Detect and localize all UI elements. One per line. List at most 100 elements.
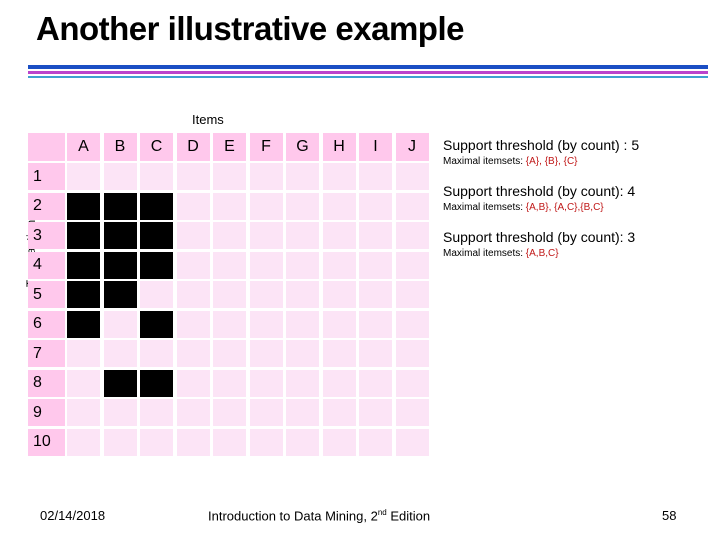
support-threshold-text: Support threshold (by count): 4 — [443, 183, 636, 199]
matrix-cell — [67, 399, 100, 426]
matrix-cell — [286, 369, 319, 397]
matrix-cell — [67, 163, 100, 190]
matrix-cell — [103, 222, 137, 249]
matrix-cell — [67, 222, 100, 249]
matrix-cell — [213, 310, 246, 338]
matrix-cell — [359, 310, 392, 338]
matrix-cell — [322, 251, 356, 279]
matrix-cell — [249, 163, 283, 190]
matrix-cell — [322, 340, 356, 367]
matrix-cell — [359, 340, 392, 367]
footer-date: 02/14/2018 — [40, 508, 106, 523]
matrix-cell — [103, 163, 137, 190]
row-header-10: 10 — [28, 428, 65, 456]
items-axis-label: Items — [192, 112, 224, 127]
column-header-c: C — [140, 133, 173, 161]
matrix-cell — [103, 369, 137, 397]
matrix-cell — [286, 192, 319, 220]
matrix-cell — [67, 369, 100, 397]
matrix-cell — [213, 399, 246, 426]
row-header-9: 9 — [28, 399, 65, 426]
matrix-cell — [395, 281, 429, 308]
matrix-cell — [213, 163, 246, 190]
matrix-cell — [103, 399, 137, 426]
matrix-cell — [395, 310, 429, 338]
matrix-cell — [213, 281, 246, 308]
matrix-cell — [140, 251, 173, 279]
matrix-cell — [67, 340, 100, 367]
column-header-i: I — [359, 133, 392, 161]
matrix-cell — [140, 310, 173, 338]
matrix-cell — [322, 428, 356, 456]
matrix-cell — [395, 399, 429, 426]
matrix-cell — [322, 192, 356, 220]
matrix-cell — [176, 222, 210, 249]
footer-book-title: Introduction to Data Mining, 2nd Edition — [208, 508, 431, 524]
matrix-cell — [140, 340, 173, 367]
column-header-e: E — [213, 133, 246, 161]
matrix-cell — [176, 281, 210, 308]
matrix-cell — [249, 428, 283, 456]
column-header-d: D — [176, 133, 210, 161]
matrix-cell — [286, 340, 319, 367]
column-header-g: G — [286, 133, 319, 161]
title-rule-blue — [28, 65, 708, 69]
matrix-cell — [103, 192, 137, 220]
matrix-cell — [176, 310, 210, 338]
matrix-cell — [359, 251, 392, 279]
matrix-cell — [249, 399, 283, 426]
matrix-cell — [213, 222, 246, 249]
matrix-cell — [67, 428, 100, 456]
matrix-cell — [213, 192, 246, 220]
matrix-cell — [359, 399, 392, 426]
case-support-4: Support threshold (by count): 4 Maximal … — [443, 183, 635, 213]
matrix-cell — [213, 428, 246, 456]
matrix-cell — [322, 369, 356, 397]
matrix-cell — [103, 310, 137, 338]
row-header-4: 4 — [28, 251, 65, 279]
matrix-cell — [140, 399, 173, 426]
matrix-cell — [395, 369, 429, 397]
matrix-cell — [359, 369, 392, 397]
matrix-cell — [176, 251, 210, 279]
matrix-cell — [67, 310, 100, 338]
matrix-cell — [286, 222, 319, 249]
matrix-cell — [286, 428, 319, 456]
case-support-3: Support threshold (by count): 3 Maximal … — [443, 229, 635, 259]
matrix-cell — [176, 428, 210, 456]
matrix-cell — [213, 340, 246, 367]
matrix-cell — [359, 222, 392, 249]
row-header-5: 5 — [28, 281, 65, 308]
matrix-corner — [28, 133, 65, 161]
matrix-cell — [213, 251, 246, 279]
column-header-j: J — [395, 133, 429, 161]
matrix-cell — [286, 399, 319, 426]
matrix-cell — [103, 340, 137, 367]
matrix-cell — [322, 399, 356, 426]
matrix-cell — [322, 222, 356, 249]
support-threshold-text: Support threshold (by count): 3 — [443, 229, 636, 245]
matrix-cell — [249, 281, 283, 308]
matrix-cell — [359, 428, 392, 456]
matrix-cell — [176, 163, 210, 190]
title-rule-cyan — [28, 76, 708, 78]
case-support-5: Support threshold (by count) : 5 Maximal… — [443, 137, 639, 167]
maximal-itemsets-text: Maximal itemsets: {A,B,C} — [443, 248, 559, 259]
matrix-cell — [67, 251, 100, 279]
matrix-cell — [249, 192, 283, 220]
column-header-h: H — [322, 133, 356, 161]
matrix-cell — [359, 281, 392, 308]
maximal-itemsets-text: Maximal itemsets: {A}, {B}, {C} — [443, 156, 578, 167]
maximal-itemsets-text: Maximal itemsets: {A,B}, {A,C},{B,C} — [443, 202, 604, 213]
matrix-cell — [140, 163, 173, 190]
matrix-cell — [176, 369, 210, 397]
matrix-cell — [286, 281, 319, 308]
matrix-cell — [67, 192, 100, 220]
matrix-cell — [359, 192, 392, 220]
matrix-cell — [249, 310, 283, 338]
row-header-3: 3 — [28, 222, 65, 249]
title-rule-purple — [28, 71, 708, 74]
row-header-6: 6 — [28, 310, 65, 338]
matrix-cell — [395, 192, 429, 220]
matrix-cell — [322, 163, 356, 190]
